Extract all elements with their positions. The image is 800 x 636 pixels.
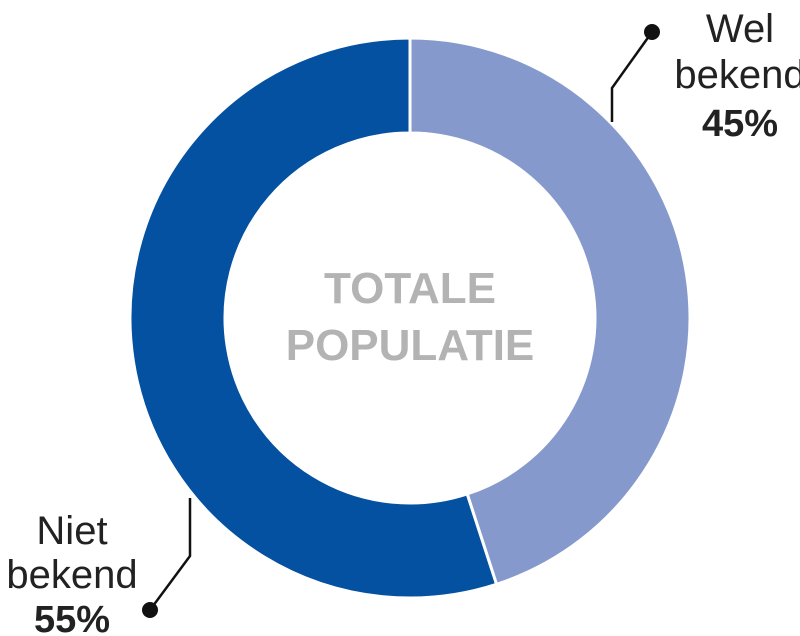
- center-label-line-2: POPULATIE: [286, 321, 535, 370]
- slice-label-niet-bekend-line-1: Niet: [36, 509, 107, 553]
- slice-label-wel-bekend-line-1: Wel: [706, 7, 774, 51]
- slice-label-niet-bekend: Niet bekend 55%: [6, 509, 137, 636]
- slices-group: [128, 36, 692, 600]
- leader-dot-niet-bekend: [142, 602, 158, 618]
- slice-label-wel-bekend-line-2: bekend: [674, 53, 800, 97]
- leader-lines: [142, 24, 660, 618]
- slice-wel-bekend: [408, 36, 692, 587]
- leader-line-niet-bekend: [148, 498, 192, 611]
- leader-dot-wel-bekend: [644, 24, 660, 40]
- center-label: TOTALE POPULATIE: [286, 264, 535, 370]
- center-label-line-1: TOTALE: [324, 264, 496, 313]
- slice-value-niet-bekend: 55%: [34, 599, 110, 636]
- leader-line-wel-bekend: [610, 31, 654, 122]
- slice-label-niet-bekend-line-2: bekend: [6, 553, 137, 597]
- slice-value-wel-bekend: 45%: [702, 103, 778, 145]
- slice-niet-bekend: [128, 36, 499, 600]
- slice-label-wel-bekend: Wel bekend 45%: [674, 7, 800, 145]
